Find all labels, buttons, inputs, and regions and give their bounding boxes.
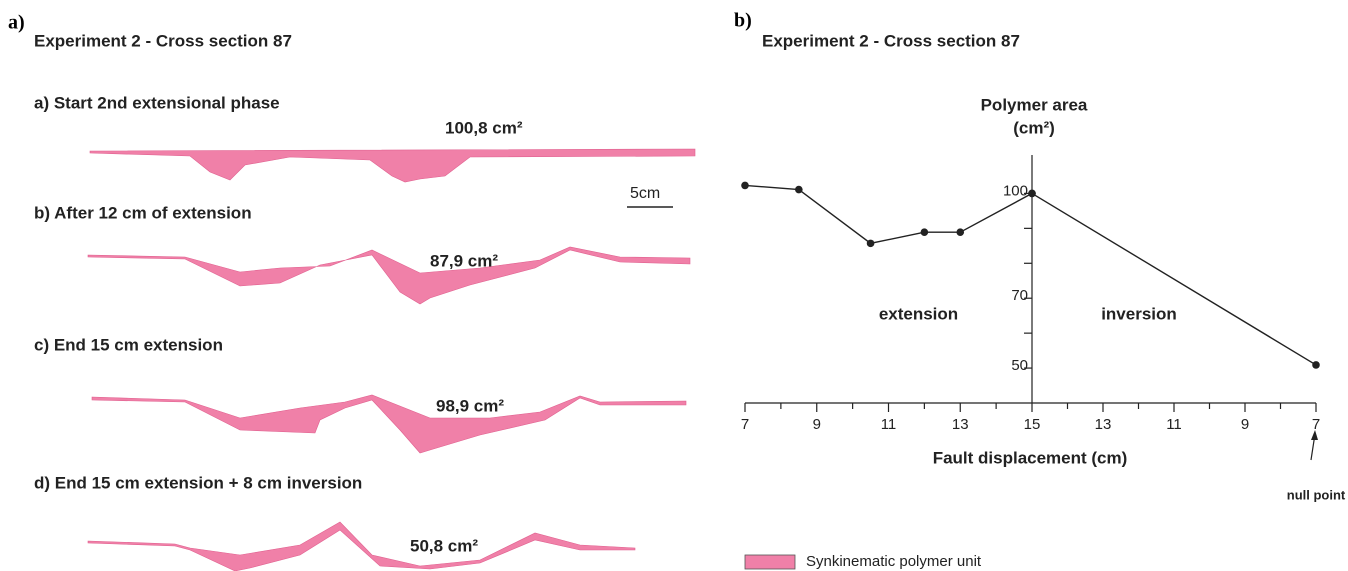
annotation: null point bbox=[1287, 487, 1346, 502]
area-label: 98,9 cm² bbox=[436, 396, 504, 415]
data-point bbox=[956, 228, 964, 236]
data-point bbox=[741, 182, 749, 190]
data-point bbox=[1028, 190, 1036, 198]
cross-section bbox=[88, 522, 635, 571]
x-tick-label: 9 bbox=[813, 416, 821, 433]
data-line bbox=[745, 185, 1032, 243]
panel-title: Experiment 2 - Cross section 87 bbox=[34, 31, 292, 50]
panel-label: a) bbox=[8, 12, 25, 34]
area-label: 87,9 cm² bbox=[430, 251, 498, 270]
cross-section bbox=[88, 247, 690, 304]
section-caption: a) Start 2nd extensional phase bbox=[34, 93, 280, 112]
scale-label: 5cm bbox=[630, 185, 660, 202]
data-point bbox=[795, 186, 803, 194]
x-tick-label: 11 bbox=[1166, 416, 1182, 433]
y-tick-label: 70 bbox=[1011, 287, 1028, 304]
y-tick-label: 50 bbox=[1011, 357, 1028, 374]
x-tick-label: 13 bbox=[952, 416, 969, 433]
series-label: extension bbox=[879, 304, 958, 323]
x-tick-label: 9 bbox=[1241, 416, 1249, 433]
y-axis-unit: (cm²) bbox=[1013, 118, 1055, 137]
section-caption: d) End 15 cm extension + 8 cm inversion bbox=[34, 473, 362, 492]
x-tick-label: 7 bbox=[741, 416, 749, 433]
area-label: 50,8 cm² bbox=[410, 536, 478, 555]
chart-title: Experiment 2 - Cross section 87 bbox=[762, 31, 1020, 50]
legend-label: Synkinematic polymer unit bbox=[806, 553, 982, 570]
x-tick-label: 11 bbox=[881, 416, 897, 433]
series-label: inversion bbox=[1101, 304, 1177, 323]
legend-swatch bbox=[745, 555, 795, 569]
section-caption: b) After 12 cm of extension bbox=[34, 203, 252, 222]
panel-label: b) bbox=[734, 10, 752, 32]
x-tick-label: 15 bbox=[1024, 416, 1041, 433]
data-point bbox=[867, 240, 875, 248]
x-tick-label: 13 bbox=[1095, 416, 1112, 433]
cross-section bbox=[90, 149, 695, 182]
data-point bbox=[921, 228, 929, 236]
cross-section bbox=[92, 395, 686, 453]
figure: a) Experiment 2 - Cross section 87 a) St… bbox=[0, 0, 1348, 571]
section-caption: c) End 15 cm extension bbox=[34, 335, 223, 354]
data-point bbox=[1312, 361, 1320, 369]
area-label: 100,8 cm² bbox=[445, 118, 523, 137]
data-line bbox=[1032, 193, 1316, 365]
y-axis-title: Polymer area bbox=[981, 95, 1088, 114]
x-tick-label: 7 bbox=[1312, 416, 1320, 433]
x-axis-title: Fault displacement (cm) bbox=[933, 448, 1128, 467]
